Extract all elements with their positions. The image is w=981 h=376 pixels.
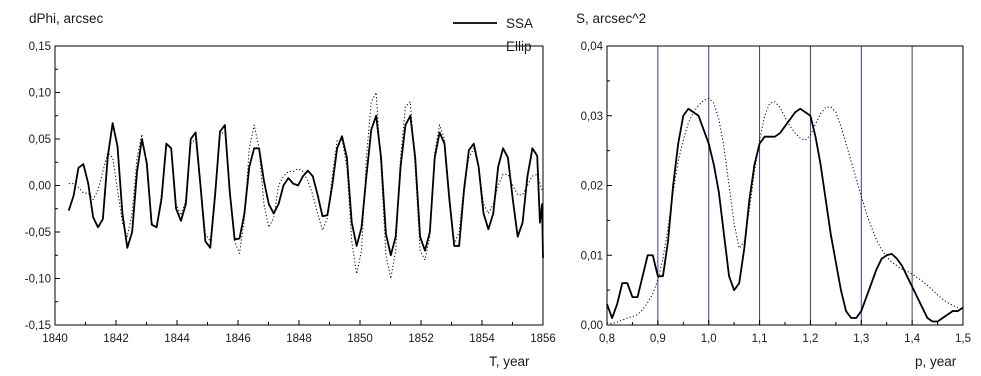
series-group bbox=[67, 92, 544, 279]
series-line-ssa bbox=[606, 107, 964, 323]
x-axis: 0,8 0,9 1,0 1,1 1,2 1,3 1,4 1,5 bbox=[599, 320, 971, 345]
x-tick-label: 1856 bbox=[530, 333, 556, 345]
chart-time-series: dPhi, arcsec T, year 1840 1842 1844 1846 184… bbox=[25, 11, 556, 369]
y-tick-label: 0,01 bbox=[581, 250, 603, 262]
chart-spectrum: S, arcsec^2 p, year 0,8 0,9 1,0 1,1 1,2 1,3 1,… bbox=[576, 11, 971, 369]
y-tick-label: 0,03 bbox=[581, 111, 603, 123]
series-line-ellip bbox=[68, 92, 543, 279]
y-tick-label: 0,05 bbox=[29, 134, 51, 146]
legend-label-ssa: SSA bbox=[506, 16, 533, 31]
y-axis: -0,15 -0,10 -0,05 0,00 0,05 0,10 0,15 bbox=[25, 41, 60, 332]
y-tick-label: 0,15 bbox=[29, 41, 51, 53]
y-tick-label: 0,00 bbox=[581, 320, 603, 332]
x-axis: 1840 1842 1844 1846 1848 1850 1852 1854 1856 bbox=[42, 320, 556, 345]
x-tick-label: 1,1 bbox=[752, 333, 768, 345]
x-tick-label: 1854 bbox=[469, 333, 495, 345]
y-axis-title: S, arcsec^2 bbox=[576, 11, 646, 26]
y-tick-label: -0,05 bbox=[25, 227, 51, 239]
x-tick-label: 1,0 bbox=[701, 333, 717, 345]
y-tick-label: 0,04 bbox=[581, 41, 604, 53]
x-tick-label: 1850 bbox=[347, 333, 373, 345]
y-axis: 0,00 0,01 0,02 0,03 0,04 bbox=[581, 41, 612, 332]
x-tick-label: 1840 bbox=[42, 333, 68, 345]
x-tick-label: 1,2 bbox=[802, 333, 818, 345]
reference-lines bbox=[657, 46, 913, 325]
x-tick-label: 1,5 bbox=[955, 333, 971, 345]
x-tick-label: 1852 bbox=[408, 333, 434, 345]
x-tick-label: 1,3 bbox=[853, 333, 869, 345]
x-tick-label: 1842 bbox=[103, 333, 129, 345]
series-line-ellip bbox=[606, 97, 964, 325]
x-tick-label: 1844 bbox=[164, 333, 190, 345]
x-tick-label: 1,4 bbox=[904, 333, 921, 345]
y-tick-label: 0,10 bbox=[29, 88, 51, 100]
legend: SSA Ellip bbox=[453, 16, 533, 54]
y-tick-label: -0,10 bbox=[25, 274, 51, 286]
x-tick-label: 0,8 bbox=[599, 333, 615, 345]
x-tick-label: 1848 bbox=[286, 333, 312, 345]
x-tick-label: 0,9 bbox=[650, 333, 666, 345]
x-tick-label: 1846 bbox=[225, 333, 251, 345]
x-axis-title: T, year bbox=[489, 354, 530, 369]
y-tick-label: 0,02 bbox=[581, 181, 603, 193]
y-tick-label: 0,00 bbox=[29, 181, 51, 193]
y-axis-title: dPhi, arcsec bbox=[29, 11, 104, 26]
x-axis-title: p, year bbox=[915, 354, 957, 369]
series-line-ssa bbox=[67, 114, 544, 259]
legend-label-ellip: Ellip bbox=[506, 39, 532, 54]
y-tick-label: -0,15 bbox=[25, 320, 51, 332]
series-group bbox=[606, 97, 964, 325]
